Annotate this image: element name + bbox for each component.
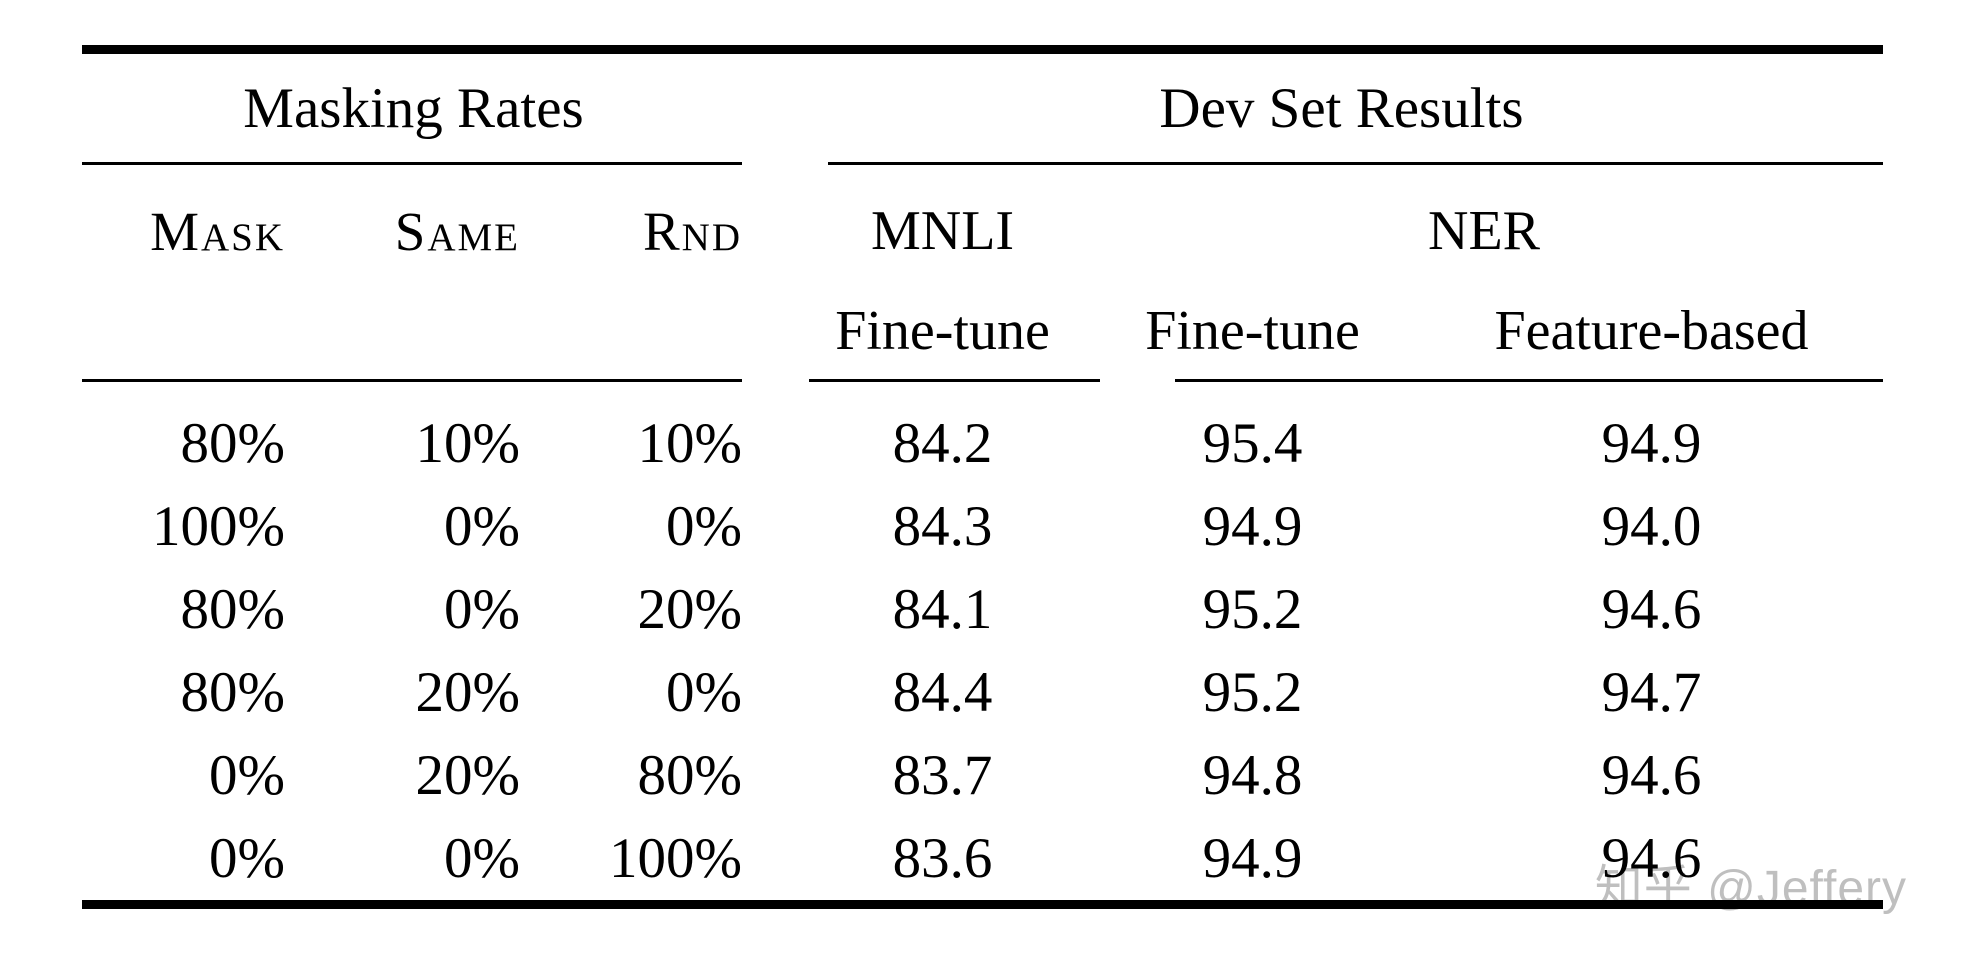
group-underline-row [82, 162, 1883, 165]
table-body: 80% 10% 10% 84.2 95.4 94.9 100% 0% 0% 84… [82, 382, 1883, 900]
masking-rates-underline [82, 162, 742, 165]
ner-fine-tune-cell: 94.8 [1202, 744, 1303, 807]
ner-feature-based-cell: 94.6 [1601, 744, 1702, 807]
mask-rate-cell: 80% [180, 661, 285, 724]
mnli-underline [809, 379, 1100, 382]
col-header-same: Same [394, 201, 520, 262]
mnli-fine-tune-cell: 84.4 [892, 661, 993, 724]
col-header-ner-feature-based: Feature-based [1494, 300, 1809, 362]
dev-set-results-underline [828, 162, 1883, 165]
masking-rates-table: Masking Rates Dev Set Results Mask Same … [82, 45, 1883, 909]
mask-rate-cell: 80% [180, 578, 285, 641]
mnli-fine-tune-cell: 84.1 [892, 578, 993, 641]
mask-rate-cell: 80% [180, 412, 285, 475]
column-header-row: Mask Same Rnd MNLI NER [82, 165, 1883, 277]
rnd-rate-cell: 0% [666, 495, 742, 558]
ner-underline [1175, 379, 1883, 382]
ner-feature-based-cell: 94.6 [1601, 578, 1702, 641]
sub-header-row: Fine-tune Fine-tune Feature-based [82, 277, 1883, 379]
mask-rate-cell: 0% [209, 744, 285, 807]
mnli-fine-tune-cell: 84.3 [892, 495, 993, 558]
group-header-row: Masking Rates Dev Set Results [82, 54, 1883, 162]
col-header-mnli-fine-tune: Fine-tune [835, 300, 1050, 362]
same-rate-cell: 20% [415, 744, 520, 807]
bottom-rule [82, 900, 1883, 909]
same-rate-cell: 20% [415, 661, 520, 724]
masking-columns-underline [82, 379, 742, 382]
col-header-ner: NER [1428, 200, 1540, 262]
rnd-rate-cell: 10% [637, 412, 742, 475]
ner-fine-tune-cell: 95.2 [1202, 661, 1303, 724]
mnli-fine-tune-cell: 83.7 [892, 744, 993, 807]
top-rule [82, 45, 1883, 54]
rnd-rate-cell: 0% [666, 661, 742, 724]
rnd-rate-cell: 100% [609, 827, 742, 890]
col-header-mnli: MNLI [870, 200, 1015, 262]
col-header-rnd: Rnd [642, 201, 742, 262]
ner-feature-based-cell: 94.6 [1601, 827, 1702, 890]
ner-fine-tune-cell: 95.2 [1202, 578, 1303, 641]
ner-feature-based-cell: 94.9 [1601, 412, 1702, 475]
mnli-fine-tune-cell: 83.6 [892, 827, 993, 890]
mnli-fine-tune-cell: 84.2 [892, 412, 993, 475]
col-header-mask: Mask [150, 201, 285, 262]
same-rate-cell: 0% [444, 827, 520, 890]
same-rate-cell: 0% [444, 578, 520, 641]
same-rate-cell: 10% [415, 412, 520, 475]
ner-feature-based-cell: 94.0 [1601, 495, 1702, 558]
mask-rate-cell: 0% [209, 827, 285, 890]
ner-fine-tune-cell: 94.9 [1202, 827, 1303, 890]
col-header-ner-fine-tune: Fine-tune [1145, 300, 1360, 362]
group-header-masking-rates: Masking Rates [243, 76, 584, 140]
rnd-rate-cell: 80% [637, 744, 742, 807]
ner-feature-based-cell: 94.7 [1601, 661, 1702, 724]
group-header-dev-set-results: Dev Set Results [1159, 76, 1524, 140]
ner-fine-tune-cell: 95.4 [1202, 412, 1303, 475]
column-underline-row [82, 379, 1883, 382]
same-rate-cell: 0% [444, 495, 520, 558]
rnd-rate-cell: 20% [637, 578, 742, 641]
ner-fine-tune-cell: 94.9 [1202, 495, 1303, 558]
mask-rate-cell: 100% [152, 495, 285, 558]
